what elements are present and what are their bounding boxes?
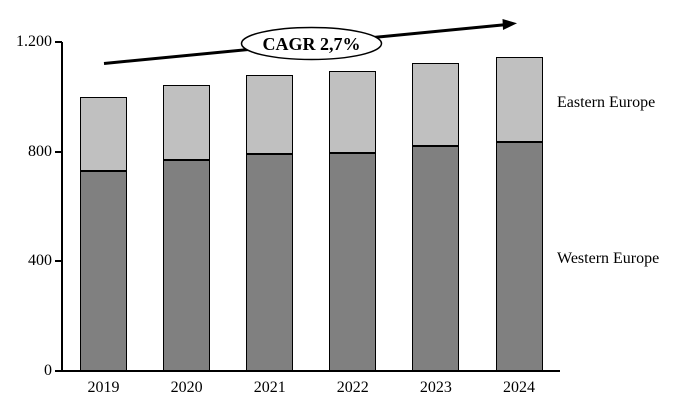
bar-2024-western-europe xyxy=(495,142,543,371)
y-axis-line xyxy=(61,42,63,371)
x-axis-label-2023: 2023 xyxy=(419,379,452,396)
cagr-ellipse xyxy=(240,26,383,61)
x-axis-label-2024: 2024 xyxy=(503,379,535,396)
bar-2022-western-europe xyxy=(329,153,377,371)
series-label-eastern-europe: Eastern Europe xyxy=(557,94,656,111)
bar-2021-eastern-europe xyxy=(246,74,294,155)
bar-2023-eastern-europe xyxy=(412,62,460,147)
bar-2021-western-europe xyxy=(246,154,294,371)
y-axis-label-1200: 1.200 xyxy=(16,33,52,50)
trend-arrow-head-icon xyxy=(502,19,517,30)
bar-2020-eastern-europe xyxy=(163,84,211,160)
bar-2022-eastern-europe xyxy=(329,70,377,154)
bar-2019-eastern-europe xyxy=(80,96,127,171)
x-axis-line xyxy=(55,370,560,372)
y-axis-tick-800 xyxy=(55,150,62,153)
y-axis-label-0: 0 xyxy=(44,362,52,379)
y-axis-tick-0 xyxy=(55,370,62,372)
x-axis-label-2020: 2020 xyxy=(170,379,203,396)
y-axis-tick-1200 xyxy=(55,41,62,43)
x-axis-label-2021: 2021 xyxy=(253,379,286,396)
bar-2019-western-europe xyxy=(80,170,127,371)
y-axis-tick-400 xyxy=(55,260,62,263)
y-axis-label-400: 400 xyxy=(28,252,52,270)
cagr-label: CAGR 2,7% xyxy=(263,34,361,54)
bar-2024-eastern-europe xyxy=(495,57,543,143)
y-axis-label-800: 800 xyxy=(28,142,52,160)
x-axis-label-2022: 2022 xyxy=(336,379,369,396)
x-axis-label-2019: 2019 xyxy=(87,379,120,396)
series-label-western-europe: Western Europe xyxy=(557,250,660,267)
bar-2023-western-europe xyxy=(412,146,460,371)
bar-2020-western-europe xyxy=(163,159,211,371)
trend-arrow-line xyxy=(103,23,507,65)
